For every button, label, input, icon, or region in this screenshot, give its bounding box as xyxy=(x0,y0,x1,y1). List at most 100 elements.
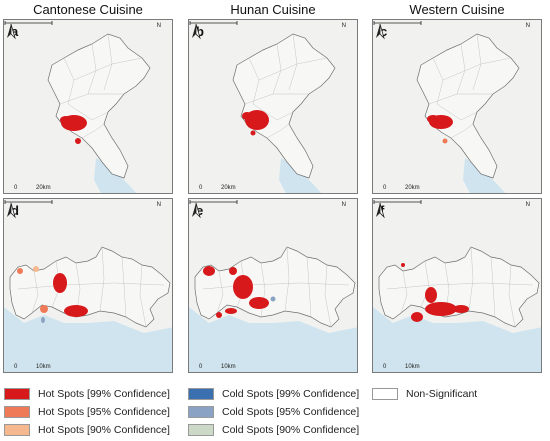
district-boundary xyxy=(508,264,516,328)
scale-zero: 0 xyxy=(199,364,203,370)
column-title-hunan: Hunan Cuisine xyxy=(230,2,316,17)
city-map xyxy=(189,20,357,193)
coastal-boundary xyxy=(194,246,356,328)
district-boundary xyxy=(456,43,466,95)
coastal-map xyxy=(4,199,172,372)
north-arrow-icon xyxy=(192,202,201,219)
district-boundary xyxy=(324,264,332,328)
north-label: N xyxy=(156,202,161,208)
north-label: N xyxy=(525,202,530,208)
hot-spot-area xyxy=(442,138,448,144)
district-boundary xyxy=(386,282,534,290)
district-boundary xyxy=(99,246,105,312)
north-arrow-icon xyxy=(376,202,385,219)
hot-spot-area xyxy=(411,312,423,322)
district-boundary xyxy=(202,282,350,290)
legend-hot-90: Hot Spots [90% Confidence] xyxy=(4,423,170,437)
district-boundary xyxy=(490,256,496,318)
scale-zero: 0 xyxy=(199,185,203,191)
hot-spot-area xyxy=(425,302,457,316)
legend-cold-99: Cold Spots [99% Confidence] xyxy=(188,387,359,401)
scale-distance: 10km xyxy=(36,364,51,370)
hot-spot-area xyxy=(33,266,39,272)
hot-spot-area xyxy=(53,273,67,293)
district-boundary xyxy=(31,270,39,314)
district-boundary xyxy=(252,103,294,121)
hot-spot-area xyxy=(40,305,48,313)
city-boundary xyxy=(47,33,151,179)
legend-label: Cold Spots [99% Confidence] xyxy=(222,388,360,400)
legend-label: Cold Spots [90% Confidence] xyxy=(222,424,360,436)
estuary-water xyxy=(463,158,506,193)
legend-label: Cold Spots [95% Confidence] xyxy=(222,406,360,418)
hot-spot-area xyxy=(401,263,405,267)
panel-label: b xyxy=(196,24,204,39)
scale-distance: 20km xyxy=(405,185,420,191)
map-panel-d: d N 0 10km xyxy=(3,198,173,373)
legend-swatch xyxy=(188,424,214,436)
district-boundary xyxy=(59,93,124,105)
north-arrow-icon xyxy=(7,202,16,219)
legend-label: Non-Significant xyxy=(406,388,478,400)
district-boundary xyxy=(272,43,282,95)
district-boundary xyxy=(400,270,408,314)
legend-swatch xyxy=(4,406,30,418)
cold-spot-area xyxy=(270,296,276,302)
legend-label: Hot Spots [95% Confidence] xyxy=(38,406,170,418)
hot-spot-area xyxy=(242,112,252,120)
scale-zero: 0 xyxy=(383,185,387,191)
cold-spot-area xyxy=(41,317,45,323)
scale-distance: 10km xyxy=(221,364,236,370)
legend-swatch xyxy=(4,424,30,436)
legend-swatch xyxy=(188,388,214,400)
legend-swatch xyxy=(372,388,398,400)
scale-zero: 0 xyxy=(14,364,18,370)
panel-label: c xyxy=(380,24,388,39)
map-panel-a: a N 0 20km xyxy=(3,19,173,194)
coastal-boundary xyxy=(378,246,540,328)
map-panel-f: f N 0 10km xyxy=(372,198,542,373)
district-boundary xyxy=(67,103,109,121)
hot-spot-area xyxy=(203,266,215,276)
district-boundary xyxy=(442,57,512,81)
scale-bar-icon xyxy=(4,21,53,25)
hot-spot-area xyxy=(453,305,469,313)
scale-bar-icon xyxy=(4,200,53,204)
city-map xyxy=(373,20,541,193)
estuary-water xyxy=(94,158,137,193)
scale-bar-icon xyxy=(189,200,238,204)
legend-label: Hot Spots [90% Confidence] xyxy=(38,424,170,436)
north-label: N xyxy=(156,23,161,29)
district-boundary xyxy=(468,246,474,312)
hot-spot-area xyxy=(17,268,23,274)
scale-zero: 0 xyxy=(14,185,18,191)
sea-water xyxy=(4,307,172,372)
coastal-map xyxy=(373,199,541,372)
city-map xyxy=(4,20,172,193)
legend-swatch xyxy=(4,388,30,400)
panel-label: e xyxy=(196,203,204,218)
legend-non-significant: Non-Significant xyxy=(372,387,477,401)
district-boundary xyxy=(17,282,165,290)
legend-hot-99: Hot Spots [99% Confidence] xyxy=(4,387,170,401)
scale-zero: 0 xyxy=(383,364,387,370)
column-title-western: Western Cuisine xyxy=(409,2,505,17)
scale-distance: 10km xyxy=(405,364,420,370)
scale-bar-icon xyxy=(373,21,422,25)
scale-bar-icon xyxy=(189,21,238,25)
district-boundary xyxy=(73,57,143,81)
district-boundary xyxy=(244,93,309,105)
district-boundary xyxy=(121,256,127,318)
hot-spot-area xyxy=(225,308,237,314)
district-boundary xyxy=(139,264,147,328)
north-arrow-icon xyxy=(7,23,16,40)
hot-spot-area xyxy=(75,138,81,144)
district-boundary xyxy=(450,123,474,139)
hot-spot-area xyxy=(425,287,437,303)
legend-swatch xyxy=(188,406,214,418)
district-boundary xyxy=(81,123,105,139)
district-boundary xyxy=(428,93,493,105)
map-panel-e: e N 0 10km xyxy=(188,198,358,373)
north-label: N xyxy=(341,202,346,208)
district-boundary xyxy=(420,260,430,308)
